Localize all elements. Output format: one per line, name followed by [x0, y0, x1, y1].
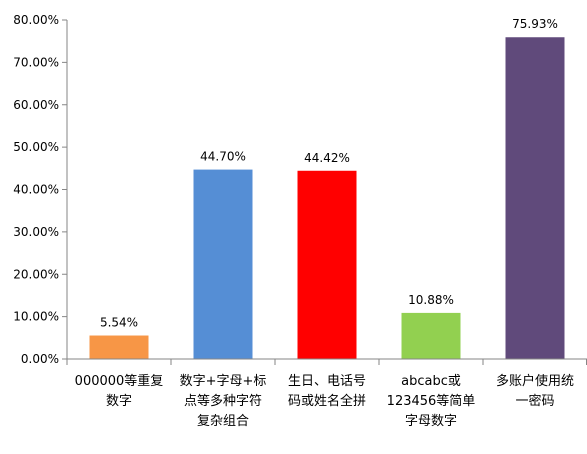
x-category-label-line: 123456等简单	[387, 393, 476, 409]
x-category-label-line: 数字	[106, 394, 132, 409]
x-category-label: 000000等重复数字	[75, 373, 164, 409]
x-category-label: 多账户使用统一密码	[496, 373, 574, 409]
bar	[297, 170, 357, 359]
x-category-label-line: 生日、电话号	[288, 374, 366, 389]
x-category-label-line: abcabc或	[401, 374, 461, 389]
y-tick-label: 50.00%	[13, 140, 59, 154]
bars	[89, 37, 565, 360]
x-category-label: abcabc或 123456等简单字母数字	[387, 374, 476, 429]
y-tick-label: 60.00%	[13, 98, 59, 112]
x-category-label-line: 000000等重复	[75, 373, 164, 389]
data-label: 44.42%	[304, 151, 350, 165]
y-tick-label: 40.00%	[13, 183, 59, 197]
x-category-label-line: 多账户使用统	[496, 373, 574, 389]
data-label: 5.54%	[100, 316, 138, 330]
y-axis: 0.00% 10.00% 20.00% 30.00% 40.00% 50.00% 60.00…	[13, 13, 68, 366]
y-tick-label: 70.00%	[13, 55, 59, 69]
bar	[89, 335, 149, 359]
data-label: 44.70%	[200, 150, 246, 164]
x-category-label-line: 数字+字母+标	[180, 374, 267, 389]
x-category-label-line: 复杂组合	[197, 414, 249, 429]
data-label: 75.93%	[512, 17, 558, 31]
x-axis: 000000等重复数字数字+字母+标点等多种字符复杂组合生日、电话号码或姓名全拼…	[66, 358, 587, 429]
x-category-label-line: 字母数字	[405, 414, 457, 429]
bar	[505, 37, 565, 360]
x-category-label-line: 一密码	[515, 393, 554, 409]
bar	[401, 312, 461, 359]
bar	[193, 169, 253, 359]
x-category-label-line: 码或姓名全拼	[288, 393, 366, 409]
y-tick-label: 20.00%	[13, 267, 59, 281]
y-tick-label: 0.00%	[21, 352, 59, 366]
data-label: 10.88%	[408, 293, 454, 307]
y-tick-label: 10.00%	[13, 310, 59, 324]
x-category-label: 数字+字母+标点等多种字符复杂组合	[180, 374, 267, 429]
data-labels: 5.54% 44.70% 44.42% 10.88% 75.93%	[100, 17, 558, 329]
x-category-label-line: 点等多种字符	[184, 393, 262, 409]
y-tick-label: 80.00%	[13, 13, 59, 27]
y-tick-label: 30.00%	[13, 225, 59, 239]
x-category-label: 生日、电话号码或姓名全拼	[288, 374, 366, 409]
